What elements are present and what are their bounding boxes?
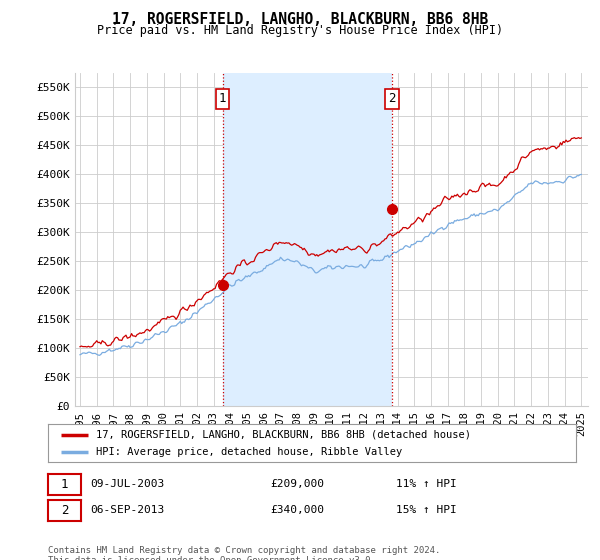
Text: Price paid vs. HM Land Registry's House Price Index (HPI): Price paid vs. HM Land Registry's House … [97, 24, 503, 37]
Text: 17, ROGERSFIELD, LANGHO, BLACKBURN, BB6 8HB (detached house): 17, ROGERSFIELD, LANGHO, BLACKBURN, BB6 … [95, 430, 470, 440]
Text: HPI: Average price, detached house, Ribble Valley: HPI: Average price, detached house, Ribb… [95, 447, 402, 458]
Text: £340,000: £340,000 [270, 505, 324, 515]
Text: 2: 2 [61, 503, 68, 517]
Text: Contains HM Land Registry data © Crown copyright and database right 2024.
This d: Contains HM Land Registry data © Crown c… [48, 546, 440, 560]
Text: 09-JUL-2003: 09-JUL-2003 [90, 479, 164, 489]
Text: 1: 1 [61, 478, 68, 491]
Text: 11% ↑ HPI: 11% ↑ HPI [396, 479, 457, 489]
Text: 1: 1 [219, 92, 226, 105]
Text: 06-SEP-2013: 06-SEP-2013 [90, 505, 164, 515]
Text: 15% ↑ HPI: 15% ↑ HPI [396, 505, 457, 515]
Text: £209,000: £209,000 [270, 479, 324, 489]
Text: 17, ROGERSFIELD, LANGHO, BLACKBURN, BB6 8HB: 17, ROGERSFIELD, LANGHO, BLACKBURN, BB6 … [112, 12, 488, 27]
Bar [223, 73, 392, 406]
Text: 2: 2 [388, 92, 396, 105]
